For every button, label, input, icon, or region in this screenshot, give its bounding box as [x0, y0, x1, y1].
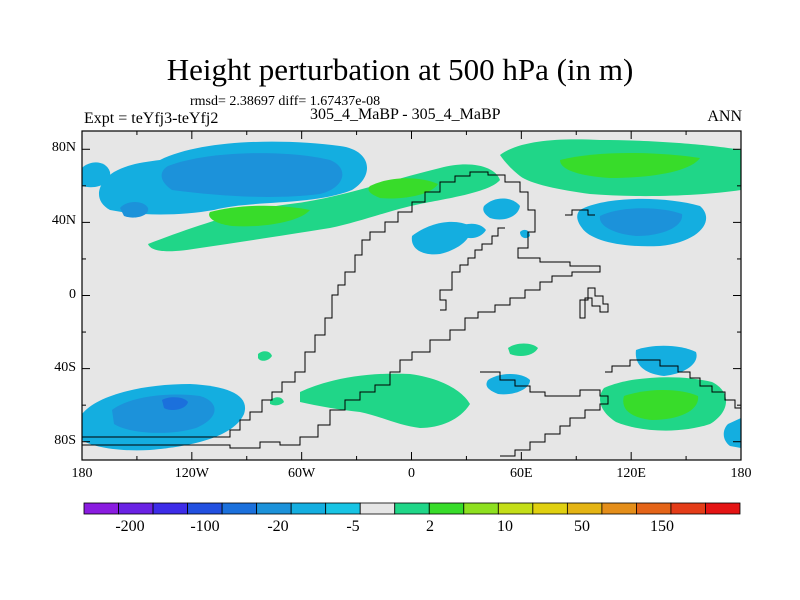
y-tick-label: 40N	[51, 213, 76, 229]
colorbar-swatch	[670, 502, 706, 515]
contour-region	[483, 198, 520, 220]
contour-region	[82, 162, 111, 188]
colorbar	[83, 502, 741, 515]
contour-region	[458, 223, 486, 239]
contour-region	[112, 394, 215, 433]
contour-fills	[82, 139, 741, 451]
colorbar-swatch	[359, 502, 396, 515]
coastline-outline	[82, 171, 741, 457]
x-tick-label: 60E	[510, 466, 533, 481]
contour-region	[486, 374, 530, 395]
y-tick-label: 0	[69, 286, 76, 302]
contour-region	[270, 397, 284, 406]
x-tick-label: 180	[71, 466, 93, 481]
contour-region	[368, 178, 438, 199]
season-label: ANN	[707, 108, 742, 125]
colorbar-label: 150	[650, 518, 674, 535]
colorbar-swatch	[256, 502, 292, 515]
chart-title: Height perturbation at 500 hPa (in m)	[166, 52, 634, 87]
colorbar-swatch	[566, 502, 603, 515]
contour-region	[161, 153, 343, 197]
colorbar-swatch	[636, 502, 672, 515]
colorbar-label: -20	[267, 518, 289, 535]
contour-region	[258, 351, 272, 361]
colorbar-label: -5	[346, 518, 360, 535]
axis-ticks	[81, 131, 742, 460]
contour-region	[162, 397, 188, 410]
colorbar-swatch	[463, 502, 499, 515]
contour-region	[508, 343, 538, 356]
contour-region	[300, 373, 470, 428]
contour-region	[209, 205, 310, 227]
x-tick-label: 120W	[174, 466, 209, 481]
colorbar-label: 50	[574, 518, 590, 535]
experiment-label: Expt = teYfj3-teYfj2	[84, 110, 219, 127]
contour-region	[599, 208, 683, 236]
colorbar-swatch	[83, 502, 119, 515]
case-label: 305_4_MaBP - 305_4_MaBP	[310, 106, 501, 123]
contour-region	[723, 418, 741, 448]
x-tick-label: 180	[730, 466, 752, 481]
colorbar-swatch	[601, 502, 637, 515]
colorbar-label: -200	[115, 518, 145, 535]
colorbar-swatch	[290, 502, 327, 515]
contour-region	[411, 221, 471, 255]
y-tick-label: 80N	[51, 140, 76, 156]
colorbar-label: -100	[190, 518, 220, 535]
colorbar-swatch	[532, 502, 568, 515]
colorbar-swatch	[187, 502, 223, 515]
x-tick-label: 60W	[288, 466, 316, 481]
x-tick-label: 120E	[616, 466, 646, 481]
colorbar-label: 2	[426, 518, 434, 535]
x-tick-label: 0	[408, 466, 415, 481]
colorbar-label: 10	[497, 518, 513, 535]
y-tick-label: 80S	[54, 432, 76, 448]
contour-region	[635, 345, 697, 376]
colorbar-swatch	[497, 502, 534, 515]
contour-region	[623, 390, 699, 420]
colorbar-swatch	[118, 502, 154, 515]
colorbar-swatch	[325, 502, 361, 515]
contour-region	[120, 202, 149, 218]
colorbar-swatch	[705, 502, 741, 515]
colorbar-swatch	[428, 502, 465, 515]
colorbar-swatch	[152, 502, 188, 515]
y-tick-label: 40S	[54, 359, 76, 375]
colorbar-swatch	[221, 502, 258, 515]
colorbar-swatch	[394, 502, 430, 515]
stats-text: rmsd= 2.38697 diff= 1.67437e-08	[190, 94, 381, 109]
contour-region	[560, 153, 700, 178]
